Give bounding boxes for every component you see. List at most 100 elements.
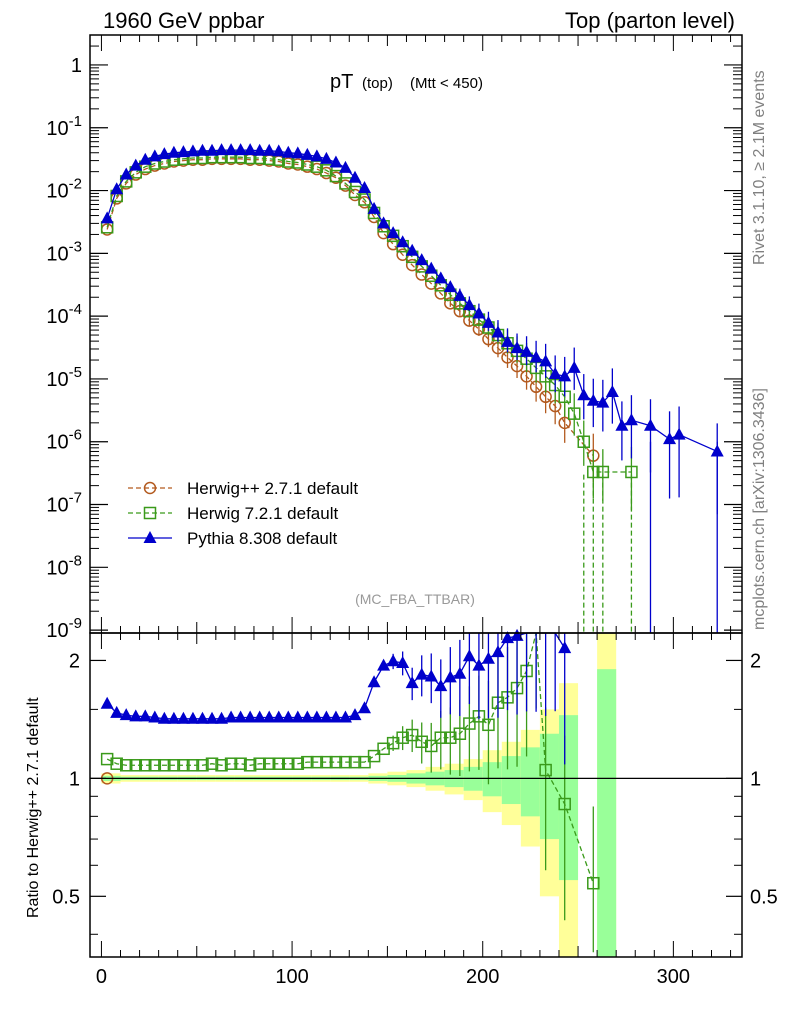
analysis-tag: (MC_FBA_TTBAR) (355, 591, 475, 607)
band-green (558, 715, 579, 881)
data-point (425, 277, 438, 290)
ratio-point (157, 711, 171, 724)
ratio-point (482, 718, 495, 732)
data-point (615, 418, 629, 431)
ratio-point (186, 711, 200, 724)
ratio-point (405, 676, 419, 689)
data-point (501, 334, 515, 347)
ratio-point (148, 759, 162, 772)
data-point (434, 271, 448, 284)
data-point (338, 160, 352, 173)
x-tick-label: 300 (657, 966, 690, 988)
ratio-point (253, 757, 266, 770)
legend-marker (143, 506, 157, 520)
ratio-point (558, 641, 572, 654)
ratio-point (377, 658, 391, 671)
data-point (434, 287, 448, 300)
data-point (329, 155, 343, 168)
ratio-point (291, 710, 305, 723)
ratio-point (329, 755, 343, 769)
ratio-point (510, 628, 524, 641)
ratio-point (224, 757, 238, 770)
plot-title-main: pT (330, 71, 353, 93)
y-tick-label: 10-2 (46, 176, 82, 203)
ratio-point (100, 696, 114, 709)
ratio-point (367, 749, 381, 763)
ratio-point (129, 759, 143, 772)
data-point (205, 143, 219, 156)
ratio-point (310, 710, 324, 723)
y-tick-label: 10-9 (46, 615, 82, 642)
data-point (415, 253, 429, 266)
data-point (110, 182, 124, 195)
data-point (243, 143, 257, 156)
ratio-point (434, 679, 448, 692)
ratio-point (262, 710, 276, 723)
ratio-point (367, 675, 381, 688)
ratio-point (110, 757, 123, 770)
plot-title-sub2: (Mtt < 450) (410, 75, 483, 92)
ratio-point (196, 759, 209, 772)
data-point (224, 143, 238, 156)
ratio-point (491, 645, 505, 658)
ratio-point (234, 710, 248, 723)
ratio-point (539, 763, 552, 777)
x-tick-label: 200 (466, 966, 499, 988)
ratio-point (444, 731, 457, 744)
data-point (272, 144, 286, 157)
data-point (586, 393, 600, 406)
data-point (424, 261, 438, 274)
data-point (481, 315, 495, 328)
ratio-point (310, 755, 324, 769)
ratio-point (338, 710, 352, 723)
ratio-y-tick-label-right: 1 (750, 768, 761, 790)
header-right: Top (parton level) (565, 8, 735, 33)
ratio-point (253, 710, 267, 723)
ratio-point (158, 759, 171, 772)
ratio-y-tick-label-right: 2 (750, 650, 761, 672)
legend-marker (143, 481, 157, 495)
data-point (624, 413, 638, 426)
data-point (577, 388, 591, 401)
band-green (539, 733, 559, 840)
data-point (186, 144, 200, 157)
ratio-point (463, 717, 476, 730)
ratio-point (291, 757, 305, 770)
data-point (234, 143, 248, 156)
ratio-y-tick-label-right: 0.5 (750, 886, 778, 908)
series-1 (100, 150, 638, 633)
ratio-point (119, 708, 133, 721)
ratio-point (186, 759, 200, 772)
data-point (663, 432, 677, 445)
ratio-point (358, 701, 372, 714)
data-point (215, 143, 229, 156)
data-point (262, 143, 276, 156)
ratio-point (587, 876, 600, 890)
ratio-point (462, 649, 476, 662)
data-point (558, 416, 571, 430)
data-point (558, 369, 572, 382)
ratio-point (195, 711, 209, 724)
data-point (100, 211, 114, 224)
ratio-point (339, 755, 352, 769)
legend: Herwig++ 2.7.1 default Herwig 7.2.1 defau… (128, 479, 358, 548)
ratio-point (443, 670, 457, 683)
ratio-point (425, 739, 438, 753)
data-point (348, 170, 362, 183)
ratio-point (396, 656, 410, 669)
data-point (176, 145, 190, 158)
data-point (129, 158, 143, 171)
ratio-point (329, 710, 343, 723)
ratio-point (272, 757, 285, 770)
ratio-point (119, 759, 133, 772)
rivet-label: Rivet 3.1.10, ≥ 2.1M events (751, 70, 768, 265)
ratio-point (243, 710, 257, 723)
ratio-point (424, 669, 438, 682)
axes: 110-110-210-310-410-510-610-710-810-90 10… (46, 34, 778, 988)
data-point (300, 147, 314, 160)
ratio-y-tick-label: 0.5 (52, 886, 80, 908)
ratio-point (167, 759, 181, 772)
data-point (396, 235, 410, 248)
data-point (253, 143, 267, 156)
mcplots-label: mcplots.cern.ch [arXiv:1306.3436] (751, 388, 768, 630)
